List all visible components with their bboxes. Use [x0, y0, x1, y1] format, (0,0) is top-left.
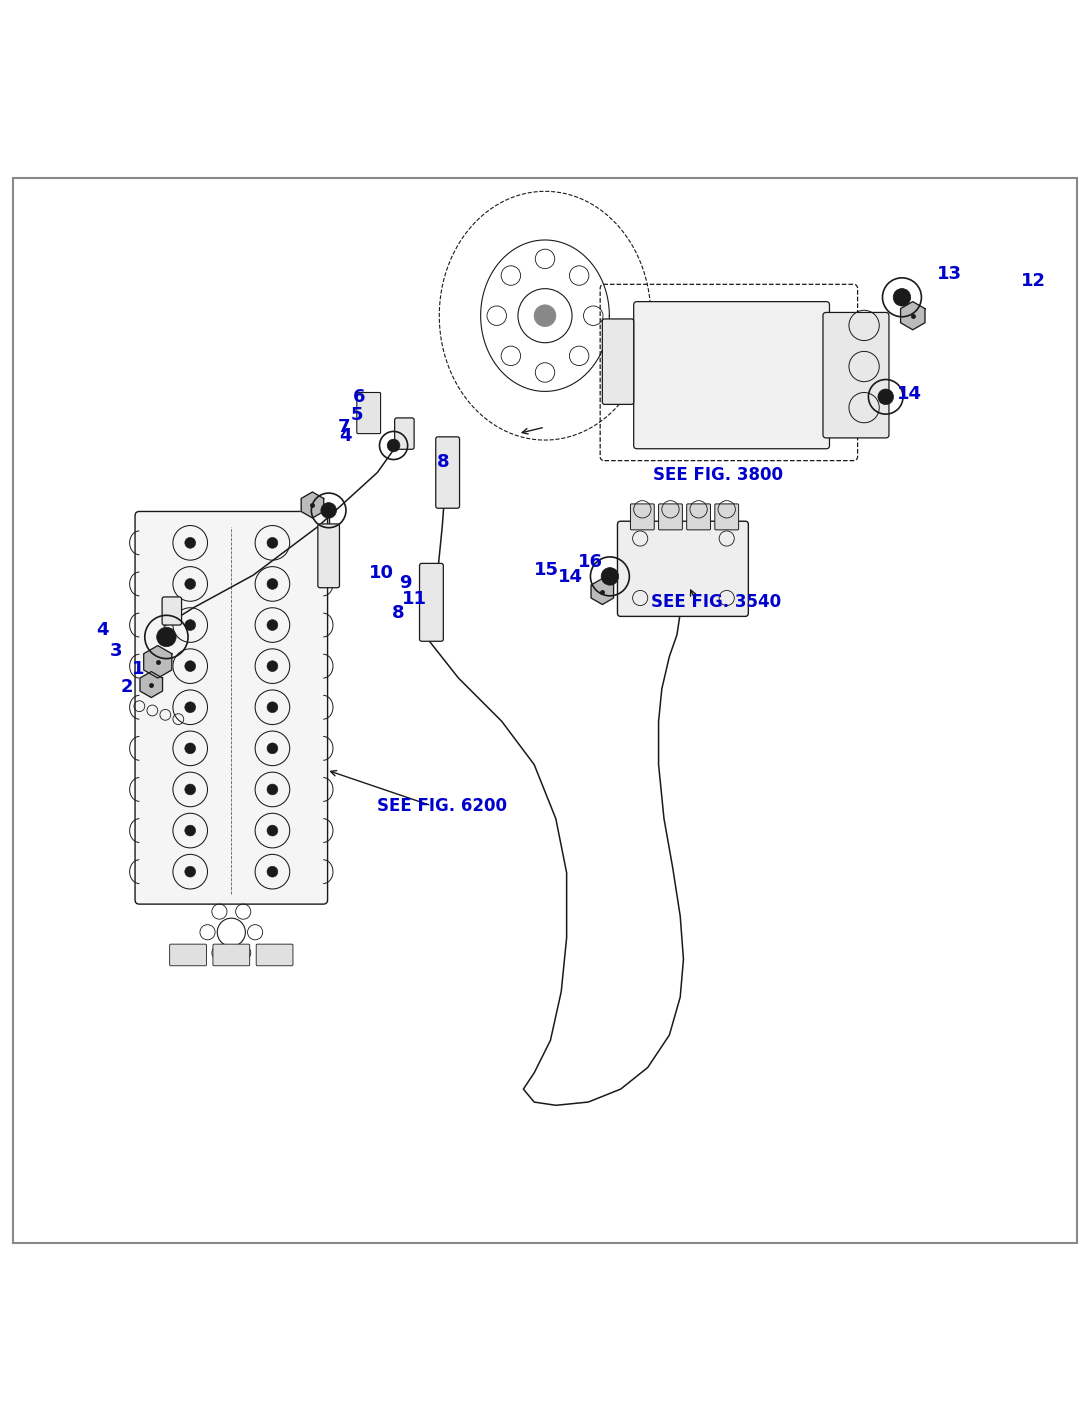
- FancyBboxPatch shape: [715, 504, 739, 530]
- Circle shape: [267, 702, 278, 713]
- Text: 12: 12: [1021, 271, 1046, 290]
- Text: 8: 8: [437, 453, 449, 470]
- Text: SEE FIG. 3800: SEE FIG. 3800: [653, 466, 784, 483]
- FancyBboxPatch shape: [617, 522, 749, 617]
- FancyBboxPatch shape: [658, 504, 682, 530]
- Circle shape: [387, 439, 400, 452]
- Circle shape: [602, 567, 619, 585]
- Text: 11: 11: [402, 590, 427, 608]
- Text: 14: 14: [558, 568, 583, 587]
- FancyBboxPatch shape: [162, 597, 182, 625]
- Circle shape: [893, 288, 911, 306]
- Circle shape: [320, 503, 337, 519]
- Polygon shape: [591, 578, 614, 604]
- Circle shape: [267, 620, 278, 631]
- FancyBboxPatch shape: [135, 512, 328, 904]
- FancyBboxPatch shape: [256, 944, 293, 966]
- FancyBboxPatch shape: [687, 504, 711, 530]
- FancyBboxPatch shape: [436, 436, 460, 509]
- FancyBboxPatch shape: [395, 418, 414, 449]
- FancyBboxPatch shape: [420, 563, 444, 641]
- Text: 8: 8: [391, 604, 404, 622]
- Circle shape: [185, 743, 195, 753]
- Circle shape: [185, 784, 195, 794]
- Circle shape: [267, 826, 278, 836]
- Text: 3: 3: [110, 642, 123, 659]
- Polygon shape: [900, 301, 925, 330]
- Text: 15: 15: [534, 561, 559, 578]
- Text: 2: 2: [121, 678, 133, 696]
- Circle shape: [877, 389, 894, 405]
- FancyBboxPatch shape: [170, 944, 206, 966]
- Circle shape: [185, 661, 195, 672]
- FancyBboxPatch shape: [356, 392, 380, 433]
- FancyBboxPatch shape: [213, 944, 250, 966]
- FancyBboxPatch shape: [823, 313, 889, 438]
- Text: 13: 13: [936, 264, 961, 283]
- Text: 4: 4: [339, 426, 352, 445]
- Polygon shape: [144, 645, 172, 678]
- Text: 14: 14: [897, 385, 921, 402]
- Circle shape: [185, 537, 195, 549]
- Circle shape: [267, 867, 278, 877]
- Text: 4: 4: [96, 621, 109, 639]
- Text: 6: 6: [352, 388, 365, 406]
- Text: SEE FIG. 3540: SEE FIG. 3540: [651, 594, 782, 611]
- Circle shape: [267, 661, 278, 672]
- Polygon shape: [301, 492, 324, 519]
- FancyBboxPatch shape: [318, 524, 339, 588]
- Text: 9: 9: [399, 574, 412, 593]
- Circle shape: [267, 578, 278, 590]
- Text: SEE FIG. 6200: SEE FIG. 6200: [377, 797, 507, 814]
- Circle shape: [534, 306, 556, 327]
- Circle shape: [185, 826, 195, 836]
- Circle shape: [267, 743, 278, 753]
- Text: 10: 10: [368, 564, 393, 583]
- Circle shape: [267, 537, 278, 549]
- Circle shape: [185, 620, 195, 631]
- FancyBboxPatch shape: [630, 504, 654, 530]
- FancyBboxPatch shape: [633, 301, 829, 449]
- Text: 7: 7: [337, 418, 350, 436]
- Circle shape: [185, 867, 195, 877]
- Polygon shape: [140, 672, 162, 698]
- Circle shape: [267, 784, 278, 794]
- Circle shape: [185, 578, 195, 590]
- FancyBboxPatch shape: [603, 318, 633, 405]
- Circle shape: [157, 627, 177, 647]
- Circle shape: [185, 702, 195, 713]
- Text: 16: 16: [578, 553, 603, 571]
- Text: 1: 1: [132, 661, 144, 678]
- Text: 5: 5: [350, 406, 363, 425]
